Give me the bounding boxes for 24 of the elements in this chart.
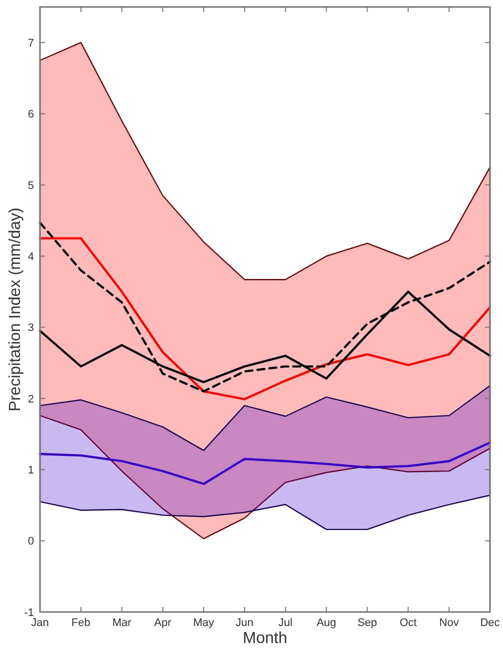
y-tick-label: -1 xyxy=(24,606,34,619)
x-tick-label: Aug xyxy=(316,617,336,629)
x-tick-label: May xyxy=(193,617,215,629)
x-tick-label: Jul xyxy=(278,617,292,629)
x-tick-label: Dec xyxy=(480,617,500,629)
y-axis-title: Precipitation Index (mm/day) xyxy=(7,208,24,412)
y-tick-label: 4 xyxy=(28,250,34,263)
x-tick-label: Jan xyxy=(31,617,49,629)
line-series xyxy=(38,442,492,485)
y-tick-label: 1 xyxy=(28,464,34,476)
x-axis-title: Month xyxy=(242,630,288,647)
x-tick-label: Jun xyxy=(236,617,254,629)
y-tick-label: 3 xyxy=(28,322,34,334)
y-tick-label: 2 xyxy=(28,393,34,406)
x-tick-label: Mar xyxy=(112,617,132,629)
x-tick-label: Nov xyxy=(439,617,460,629)
y-tick-label: 6 xyxy=(28,108,34,121)
x-tick-label: Sep xyxy=(357,617,378,629)
x-tick-label: Feb xyxy=(71,617,90,629)
y-tick-label: 5 xyxy=(28,180,34,192)
y-tick-label: 0 xyxy=(28,536,34,548)
x-tick-label: Oct xyxy=(400,617,417,629)
x-tick-label: Apr xyxy=(154,617,172,629)
y-tick-label: 7 xyxy=(28,37,34,50)
